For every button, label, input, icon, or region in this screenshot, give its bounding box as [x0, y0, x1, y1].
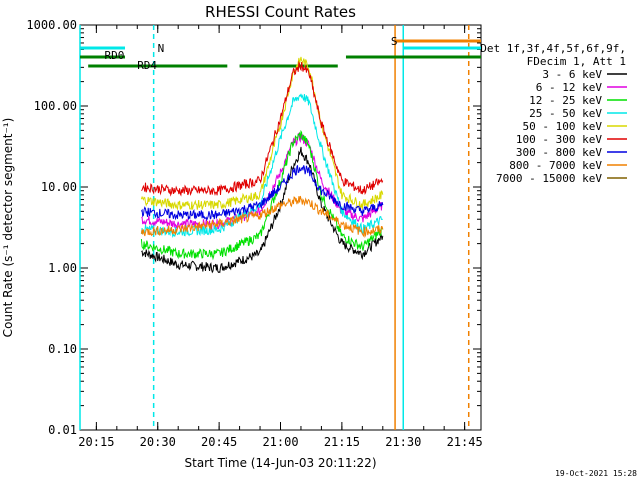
series-line — [141, 146, 384, 274]
series-line — [140, 129, 384, 261]
y-tick-label: 0.01 — [48, 423, 77, 437]
plot-frame — [79, 24, 482, 431]
x-tick-label: 21:30 — [385, 435, 421, 449]
legend-header-attenuator: FDecim 1, Att 1 — [527, 55, 626, 68]
y-axis-label: Count Rate (s⁻¹ detector segment⁻¹) — [1, 118, 15, 338]
y-tick-label: 1.00 — [48, 261, 77, 275]
flag-marker: RD0 — [104, 49, 124, 62]
x-tick-label: 20:15 — [78, 435, 114, 449]
legend-label: 7000 - 15000 keV — [496, 172, 602, 185]
series-line — [140, 165, 384, 222]
chart-title: RHESSI Count Rates — [205, 3, 356, 21]
legend-label: 100 - 300 keV — [516, 133, 602, 146]
legend-label: 6 - 12 keV — [536, 81, 603, 94]
legend-label: 50 - 100 keV — [523, 120, 603, 133]
x-tick-label: 20:45 — [201, 435, 237, 449]
legend-header-detectors: Det 1f,3f,4f,5f,6f,9f, — [480, 42, 626, 55]
x-tick-label: 21:45 — [447, 435, 483, 449]
x-axis-label: Start Time (14-Jun-03 20:11:22) — [185, 456, 377, 470]
y-tick-label: 1000.00 — [26, 18, 77, 32]
y-tick-label: 100.00 — [34, 99, 77, 113]
flag-marker: N — [158, 42, 165, 55]
series-line — [141, 60, 384, 197]
x-tick-label: 20:30 — [140, 435, 176, 449]
x-tick-label: 21:00 — [262, 435, 298, 449]
series-line — [140, 56, 384, 211]
legend-label: 12 - 25 keV — [529, 94, 602, 107]
generation-timestamp: 19-Oct-2021 15:28 — [555, 469, 637, 478]
y-tick-label: 0.10 — [48, 342, 77, 356]
series-line — [140, 195, 384, 239]
legend-label: 25 - 50 keV — [529, 107, 602, 120]
flag-marker: S — [391, 35, 398, 48]
y-tick-label: 10.00 — [41, 180, 77, 194]
legend-label: 300 - 800 keV — [516, 146, 602, 159]
legend-label: 3 - 6 keV — [542, 68, 602, 81]
flag-marker: RD4 — [137, 59, 157, 72]
x-tick-label: 21:15 — [324, 435, 360, 449]
legend-label: 800 - 7000 keV — [509, 159, 602, 172]
